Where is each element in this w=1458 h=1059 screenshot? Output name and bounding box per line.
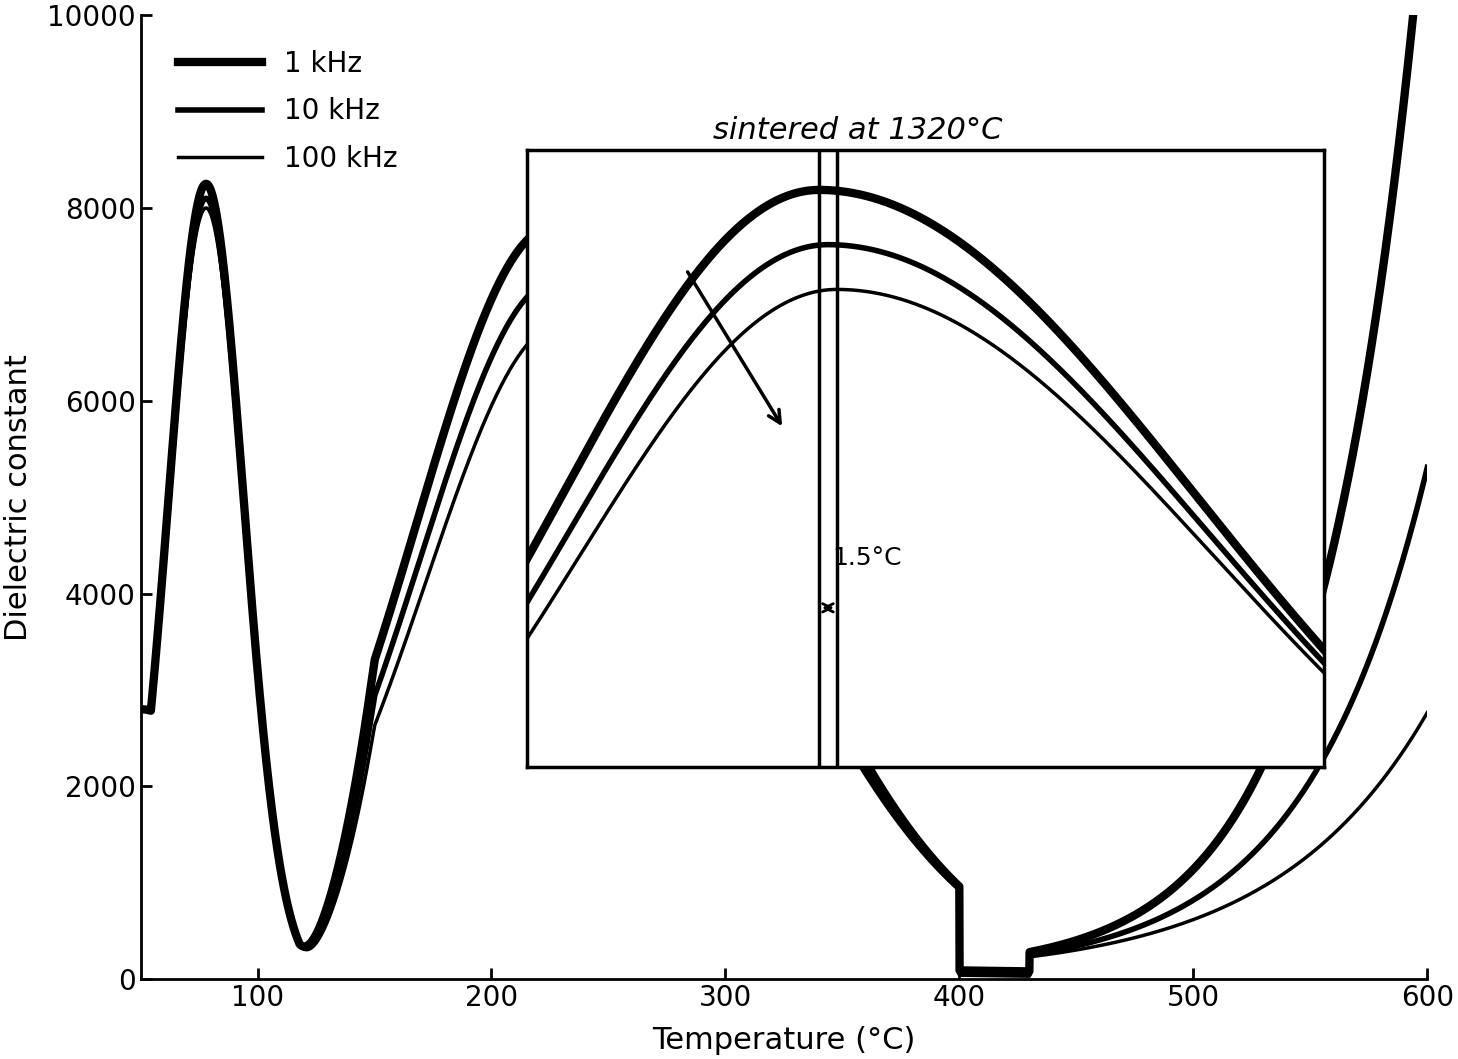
Y-axis label: Dielectric constant: Dielectric constant xyxy=(4,354,34,641)
Text: sintered at 1320°C: sintered at 1320°C xyxy=(713,116,1003,145)
X-axis label: Temperature (°C): Temperature (°C) xyxy=(652,1026,916,1055)
Legend: 1 kHz, 10 kHz, 100 kHz: 1 kHz, 10 kHz, 100 kHz xyxy=(168,39,408,184)
